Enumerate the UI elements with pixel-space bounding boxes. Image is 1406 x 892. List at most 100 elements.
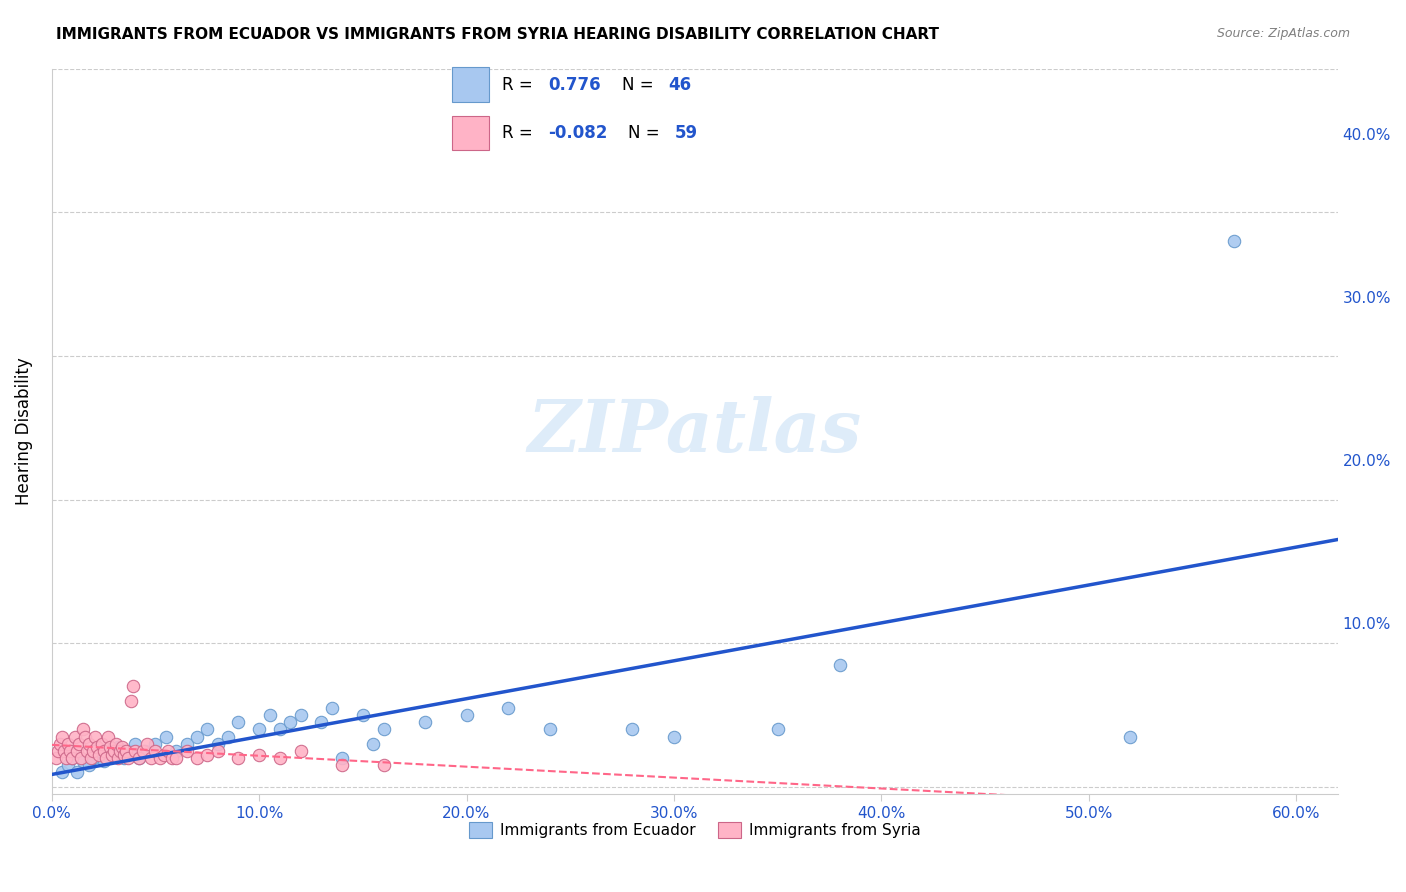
- Point: [112, 748, 135, 763]
- FancyBboxPatch shape: [453, 68, 489, 102]
- Point: [156, 744, 179, 758]
- Text: N =: N =: [628, 124, 665, 142]
- Text: R =: R =: [502, 124, 537, 142]
- Point: [93, 744, 115, 758]
- Point: [361, 737, 384, 751]
- Point: [82, 751, 104, 765]
- Point: [828, 657, 851, 672]
- Point: [247, 748, 270, 763]
- Point: [290, 708, 312, 723]
- Point: [107, 751, 129, 765]
- Point: [120, 693, 142, 707]
- Point: [73, 730, 96, 744]
- Point: [621, 723, 644, 737]
- Point: [496, 701, 519, 715]
- Point: [67, 737, 90, 751]
- Point: [80, 751, 103, 765]
- Point: [76, 744, 98, 758]
- Text: 0.776: 0.776: [548, 76, 600, 94]
- Point: [86, 739, 108, 754]
- Text: -0.082: -0.082: [548, 124, 607, 142]
- Point: [72, 754, 94, 768]
- Point: [132, 744, 155, 758]
- Point: [46, 744, 69, 758]
- Point: [93, 754, 115, 768]
- Point: [82, 744, 104, 758]
- Point: [538, 723, 561, 737]
- Text: 59: 59: [675, 124, 697, 142]
- Point: [86, 744, 108, 758]
- Point: [63, 730, 86, 744]
- Point: [259, 708, 281, 723]
- Point: [269, 723, 291, 737]
- Point: [195, 748, 218, 763]
- Point: [228, 715, 250, 730]
- Point: [207, 737, 229, 751]
- Point: [311, 715, 333, 730]
- Point: [176, 744, 198, 758]
- Point: [1223, 234, 1246, 248]
- Point: [186, 730, 208, 744]
- Point: [321, 701, 343, 715]
- Point: [77, 737, 100, 751]
- Point: [94, 751, 117, 765]
- Point: [330, 751, 353, 765]
- Text: Source: ZipAtlas.com: Source: ZipAtlas.com: [1216, 27, 1350, 40]
- Point: [53, 744, 76, 758]
- Point: [89, 748, 111, 763]
- Text: R =: R =: [502, 76, 537, 94]
- Point: [115, 744, 138, 758]
- Point: [1119, 730, 1142, 744]
- Point: [165, 751, 187, 765]
- Point: [290, 744, 312, 758]
- Point: [160, 751, 183, 765]
- Point: [107, 739, 129, 754]
- Point: [121, 679, 143, 693]
- Point: [124, 744, 146, 758]
- Point: [59, 744, 82, 758]
- Point: [228, 751, 250, 765]
- Point: [766, 723, 789, 737]
- Point: [51, 730, 73, 744]
- Point: [373, 723, 395, 737]
- Point: [217, 730, 239, 744]
- Point: [77, 758, 100, 772]
- Point: [62, 751, 84, 765]
- Point: [149, 751, 172, 765]
- Point: [141, 751, 163, 765]
- Point: [247, 723, 270, 737]
- Y-axis label: Hearing Disability: Hearing Disability: [15, 358, 32, 505]
- Point: [55, 751, 77, 765]
- Point: [269, 751, 291, 765]
- Text: ZIPatlas: ZIPatlas: [527, 396, 862, 467]
- Point: [195, 723, 218, 737]
- Point: [165, 744, 187, 758]
- Point: [128, 751, 150, 765]
- Point: [278, 715, 301, 730]
- Point: [352, 708, 374, 723]
- Point: [152, 748, 174, 763]
- Point: [176, 737, 198, 751]
- Point: [128, 751, 150, 765]
- Point: [108, 744, 131, 758]
- Point: [62, 751, 84, 765]
- Point: [134, 744, 156, 758]
- Point: [136, 737, 159, 751]
- Point: [51, 765, 73, 780]
- Point: [66, 744, 89, 758]
- Point: [186, 751, 208, 765]
- Point: [45, 751, 67, 765]
- Point: [111, 739, 134, 754]
- Point: [105, 737, 128, 751]
- Point: [155, 730, 177, 744]
- Point: [112, 751, 135, 765]
- Text: N =: N =: [623, 76, 659, 94]
- Point: [373, 758, 395, 772]
- Point: [66, 765, 89, 780]
- Point: [145, 737, 167, 751]
- Text: IMMIGRANTS FROM ECUADOR VS IMMIGRANTS FROM SYRIA HEARING DISABILITY CORRELATION : IMMIGRANTS FROM ECUADOR VS IMMIGRANTS FR…: [56, 27, 939, 42]
- Point: [103, 744, 125, 758]
- Point: [120, 744, 142, 758]
- Point: [117, 751, 139, 765]
- Point: [145, 744, 167, 758]
